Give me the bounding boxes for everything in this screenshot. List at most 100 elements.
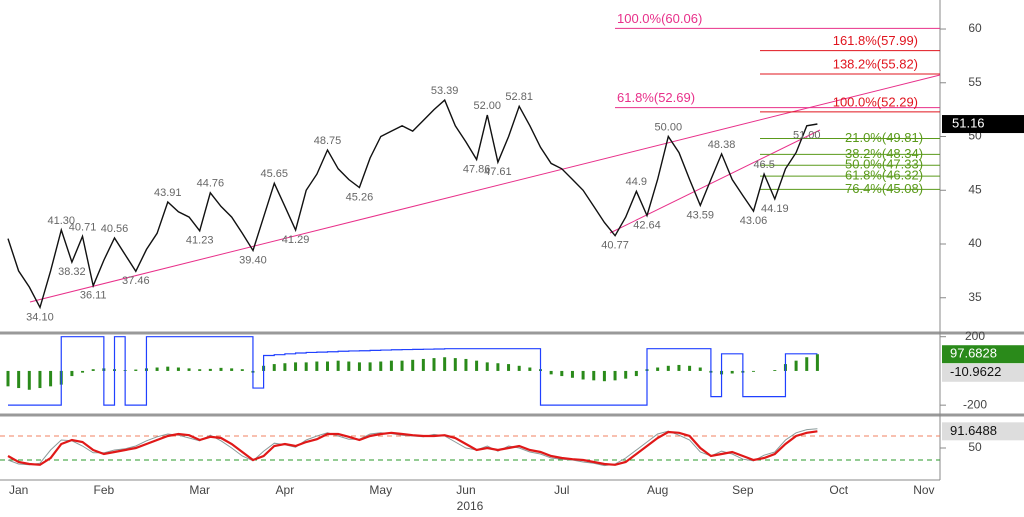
histogram-bar bbox=[677, 364, 681, 371]
histogram-bar bbox=[70, 370, 74, 377]
swing-label: 43.91 bbox=[154, 187, 182, 199]
histogram-bar bbox=[752, 370, 755, 372]
histogram-bar bbox=[6, 370, 10, 387]
y-tick-label: 60 bbox=[968, 21, 982, 35]
histogram-bar bbox=[155, 367, 159, 371]
histogram-bar bbox=[49, 370, 53, 387]
swing-label: 39.40 bbox=[239, 254, 267, 266]
swing-label: 45.26 bbox=[346, 191, 374, 203]
histogram-bar bbox=[624, 370, 628, 379]
histogram-bar bbox=[283, 363, 287, 371]
histogram-bar bbox=[613, 370, 617, 381]
swing-label: 38.32 bbox=[58, 266, 86, 278]
swing-label: 43.59 bbox=[686, 209, 714, 221]
histogram-bar bbox=[549, 370, 553, 375]
x-tick-label: Aug bbox=[647, 483, 668, 497]
histogram-bar bbox=[17, 370, 21, 389]
trend-line bbox=[609, 129, 821, 234]
fib-label: 50.0%(47.33) bbox=[845, 157, 923, 172]
histogram-bar bbox=[475, 360, 479, 371]
y-tick-label: 45 bbox=[968, 182, 982, 196]
readout: -10.9622 bbox=[950, 364, 1001, 379]
histogram-bar bbox=[208, 368, 212, 371]
swing-label: 41.29 bbox=[282, 234, 310, 246]
swing-label: 44.9 bbox=[626, 176, 647, 188]
swing-label: 47.86 bbox=[463, 163, 491, 175]
y-tick-label: -200 bbox=[963, 397, 987, 411]
x-tick-label: Jun bbox=[456, 483, 475, 497]
histogram-bar bbox=[805, 357, 809, 371]
x-tick-label: Nov bbox=[913, 483, 934, 497]
x-tick-label: Feb bbox=[94, 483, 115, 497]
histogram-bar bbox=[81, 370, 85, 373]
readout-box bbox=[942, 345, 1024, 364]
histogram-bar bbox=[634, 370, 638, 377]
fib-label: 161.8%(57.99) bbox=[833, 33, 918, 48]
histogram-bar bbox=[698, 367, 702, 371]
swing-label: 40.56 bbox=[101, 223, 129, 235]
histogram-bar bbox=[368, 362, 372, 371]
histogram-bar bbox=[176, 367, 180, 371]
histogram-bar bbox=[400, 360, 404, 371]
readout-box bbox=[942, 363, 1024, 382]
histogram-bar bbox=[507, 364, 511, 371]
trend-line bbox=[29, 74, 941, 303]
x-tick-label: Jul bbox=[554, 483, 569, 497]
fib-label: 61.8%(52.69) bbox=[617, 90, 695, 105]
histogram-bar bbox=[347, 361, 351, 371]
histogram-bar bbox=[357, 362, 361, 371]
swing-label: 48.38 bbox=[708, 139, 736, 151]
histogram-bar bbox=[187, 368, 191, 371]
histogram-bar bbox=[602, 370, 606, 382]
histogram-bar bbox=[560, 370, 564, 377]
histogram-bar bbox=[666, 365, 670, 371]
readout: 91.6488 bbox=[950, 423, 997, 438]
swing-label: 40.71 bbox=[69, 221, 97, 233]
histogram-bar bbox=[688, 365, 692, 371]
swing-label: 40.77 bbox=[601, 240, 629, 252]
histogram-bar bbox=[453, 358, 457, 371]
histogram-bar bbox=[421, 358, 425, 371]
histogram-bar bbox=[38, 370, 42, 389]
readout: 97.6828 bbox=[950, 346, 997, 361]
fib-label: 61.8%(46.32) bbox=[845, 168, 923, 183]
fib-label: 100.0%(52.29) bbox=[833, 94, 918, 109]
y-tick-label: 50 bbox=[968, 440, 982, 454]
histogram-bar bbox=[581, 370, 585, 380]
histogram-bar bbox=[464, 358, 468, 371]
fib-label: 76.4%(45.08) bbox=[845, 181, 923, 196]
fib-label: 100.0%(60.06) bbox=[617, 11, 702, 26]
indicator-line bbox=[8, 336, 818, 406]
histogram-bar bbox=[815, 354, 819, 371]
histogram-bar bbox=[315, 361, 319, 371]
histogram-bar bbox=[134, 369, 138, 371]
series-line bbox=[7, 430, 818, 466]
histogram-bar bbox=[27, 370, 31, 390]
fib-label: 21.0%(49.81) bbox=[845, 130, 923, 145]
histogram-bar bbox=[517, 365, 521, 371]
histogram-bar bbox=[656, 367, 660, 371]
swing-label: 50.00 bbox=[655, 121, 683, 133]
swing-label: 42.64 bbox=[633, 220, 661, 232]
swing-label: 52.81 bbox=[505, 91, 533, 103]
histogram-bar bbox=[198, 369, 202, 371]
histogram-bar bbox=[91, 369, 95, 371]
histogram-bar bbox=[326, 361, 329, 371]
series-line bbox=[7, 98, 818, 310]
x-tick-label: Sep bbox=[732, 483, 754, 497]
histogram-bar bbox=[592, 370, 596, 381]
y-tick-label: 35 bbox=[968, 290, 982, 304]
histogram-bar bbox=[379, 361, 383, 371]
fib-label: 38.2%(48.34) bbox=[845, 146, 923, 161]
swing-label: 52.00 bbox=[473, 100, 501, 112]
swing-label: 47.61 bbox=[484, 166, 512, 178]
histogram-bar bbox=[411, 359, 415, 371]
swing-label: 44.19 bbox=[761, 203, 789, 215]
histogram-bar bbox=[389, 360, 393, 371]
histogram-bar bbox=[773, 370, 777, 371]
y-tick-label: 40 bbox=[968, 236, 982, 250]
histogram-bar bbox=[166, 366, 170, 371]
year-label: 2016 bbox=[457, 499, 484, 513]
